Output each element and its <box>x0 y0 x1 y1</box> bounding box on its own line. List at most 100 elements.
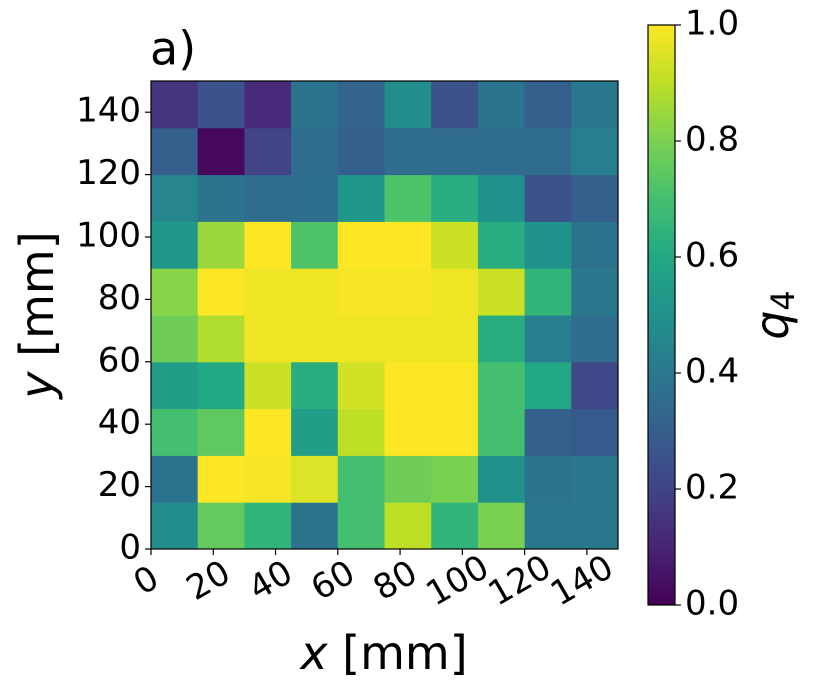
heatmap-cell <box>431 268 479 316</box>
heatmap-cell <box>151 268 199 316</box>
heatmap-cell <box>197 408 245 456</box>
heatmap-cell <box>524 81 572 129</box>
y-tick-label: 0 <box>119 528 141 568</box>
heatmap-cell <box>151 174 199 222</box>
heatmap-cell <box>337 408 385 456</box>
y-label-unit: [mm] <box>10 231 64 357</box>
y-label-symbol: y <box>10 371 64 401</box>
heatmap-cell <box>384 408 432 456</box>
heatmap-cell <box>384 268 432 316</box>
heatmap-cell <box>384 81 432 129</box>
heatmap-cell <box>337 315 385 363</box>
x-tick-label: 20 <box>180 553 237 609</box>
heatmap-cell <box>571 502 619 550</box>
heatmap-cell <box>477 81 526 129</box>
heatmap-cell <box>244 127 292 176</box>
heatmap-cell <box>384 315 432 363</box>
x-tick-label: 80 <box>367 553 424 609</box>
heatmap-cell <box>244 81 292 129</box>
heatmap-cell <box>431 315 479 363</box>
heatmap-cell <box>524 268 572 316</box>
x-tick-label: 40 <box>242 553 299 609</box>
heatmap-cell <box>151 455 199 503</box>
colorbar <box>647 24 676 606</box>
heatmap-cell <box>477 315 526 363</box>
heatmap-cell <box>431 221 479 269</box>
plot-frame <box>150 80 619 550</box>
heatmap-cell <box>244 361 292 410</box>
heatmap-cell <box>571 315 619 363</box>
heatmap-cell <box>244 221 292 269</box>
y-tick-label: 80 <box>98 278 141 318</box>
heatmap-cell <box>291 81 339 129</box>
y-tick-label: 60 <box>98 340 141 380</box>
colorbar-label: q4 <box>745 290 803 340</box>
x-tick-label: 140 <box>544 547 620 614</box>
x-label-symbol: x <box>298 626 328 680</box>
colorbar-tick-label: 1.0 <box>685 4 739 44</box>
heatmap-cell <box>244 174 292 222</box>
heatmap-cell <box>291 127 339 176</box>
heatmap-cell <box>477 408 526 456</box>
heatmap-cell <box>477 268 526 316</box>
heatmap-cell <box>337 268 385 316</box>
heatmap-cell <box>337 221 385 269</box>
heatmap-cell <box>291 315 339 363</box>
heatmap-cells <box>151 81 619 550</box>
heatmap-cell <box>244 408 292 456</box>
heatmap-cell <box>431 502 479 550</box>
heatmap-cell <box>384 455 432 503</box>
colorbar-label-subscript: 4 <box>764 290 802 310</box>
heatmap-cell <box>197 81 245 129</box>
heatmap-cell <box>291 361 339 410</box>
heatmap-cell <box>337 502 385 550</box>
heatmap-cell <box>431 81 479 129</box>
heatmap-cell <box>337 455 385 503</box>
heatmap-cell <box>524 361 572 410</box>
colorbar-tick-label: 0.8 <box>685 120 739 160</box>
heatmap-cell <box>477 455 526 503</box>
heatmap-cell <box>477 174 526 222</box>
heatmap-cell <box>477 502 526 550</box>
heatmap-cell <box>384 502 432 550</box>
heatmap-cell <box>151 221 199 269</box>
heatmap-cell <box>571 268 619 316</box>
x-label-unit: [mm] <box>342 626 468 680</box>
x-axis-label: x [mm] <box>298 626 467 680</box>
heatmap-cell <box>571 455 619 503</box>
colorbar-tick-label: 0.6 <box>685 236 739 276</box>
heatmap-cell <box>431 174 479 222</box>
heatmap-cell <box>244 502 292 550</box>
heatmap-cell <box>197 502 245 550</box>
heatmap-cell <box>244 315 292 363</box>
heatmap-cell <box>197 455 245 503</box>
heatmap-cell <box>244 268 292 316</box>
heatmap-cell <box>337 127 385 176</box>
heatmap-cell <box>477 361 526 410</box>
heatmap-cell <box>291 268 339 316</box>
heatmap-cell <box>384 361 432 410</box>
heatmap-cell <box>571 221 619 269</box>
y-tick-label: 40 <box>98 403 141 443</box>
heatmap-cell <box>291 455 339 503</box>
heatmap-cell <box>384 174 432 222</box>
heatmap-cell <box>291 174 339 222</box>
heatmap-cell <box>291 221 339 269</box>
heatmap-cell <box>524 221 572 269</box>
heatmap-cell <box>571 174 619 222</box>
heatmap-cell <box>571 127 619 176</box>
heatmap-cell <box>151 127 199 176</box>
heatmap-cell <box>197 174 245 222</box>
heatmap-cell <box>337 361 385 410</box>
chart-title: a) <box>150 22 196 76</box>
colorbar-tick-label: 0.0 <box>685 584 739 624</box>
heatmap-cell <box>337 81 385 129</box>
heatmap-cell <box>431 455 479 503</box>
heatmap-cell <box>197 361 245 410</box>
y-tick-label: 100 <box>76 216 141 256</box>
heatmap-cell <box>524 127 572 176</box>
heatmap-cell <box>151 315 199 363</box>
heatmap-cell <box>431 127 479 176</box>
